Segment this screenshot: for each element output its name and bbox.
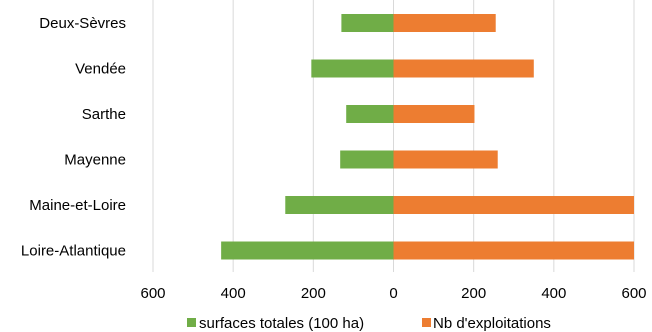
category-labels: Deux-Sèvres Vendée Sarthe Mayenne Maine-et-L…	[21, 15, 126, 260]
category-label: Vendée	[75, 61, 126, 78]
bar-surfaces	[285, 196, 394, 214]
legend-swatch	[187, 318, 196, 327]
bar-exploitations	[393, 241, 634, 260]
x-tick-label: 400	[221, 285, 246, 302]
category-label: Loire-Atlantique	[21, 243, 126, 260]
bar-exploitations	[393, 196, 634, 214]
x-tick-label: 200	[461, 285, 486, 302]
x-tick-label: 200	[301, 285, 326, 302]
category-label: Maine-et-Loire	[29, 197, 126, 214]
category-label: Sarthe	[82, 106, 126, 123]
category-label: Mayenne	[64, 152, 126, 169]
legend-label: surfaces totales (100 ha)	[199, 315, 364, 332]
category-label: Deux-Sèvres	[39, 15, 126, 32]
bars	[221, 14, 634, 260]
x-tick-label: 600	[140, 285, 165, 302]
bar-exploitations	[393, 105, 475, 123]
gridlines	[152, 0, 635, 272]
legend-label: Nb d'exploitations	[433, 315, 551, 332]
bar-surfaces	[341, 14, 394, 32]
bar-surfaces	[340, 150, 394, 169]
bar-exploitations	[393, 150, 498, 169]
bar-exploitations	[393, 59, 534, 78]
bar-surfaces	[346, 105, 394, 123]
x-axis-tick-labels: 600 400 200 0 200 400 600	[140, 285, 646, 302]
bar-exploitations	[393, 14, 496, 32]
legend-swatch	[422, 318, 431, 327]
x-tick-label: 600	[621, 285, 646, 302]
bar-surfaces	[311, 59, 394, 78]
x-tick-label: 0	[389, 285, 397, 302]
x-tick-label: 400	[541, 285, 566, 302]
legend: surfaces totales (100 ha) Nb d'exploitati…	[187, 315, 551, 332]
bar-surfaces	[221, 241, 394, 260]
